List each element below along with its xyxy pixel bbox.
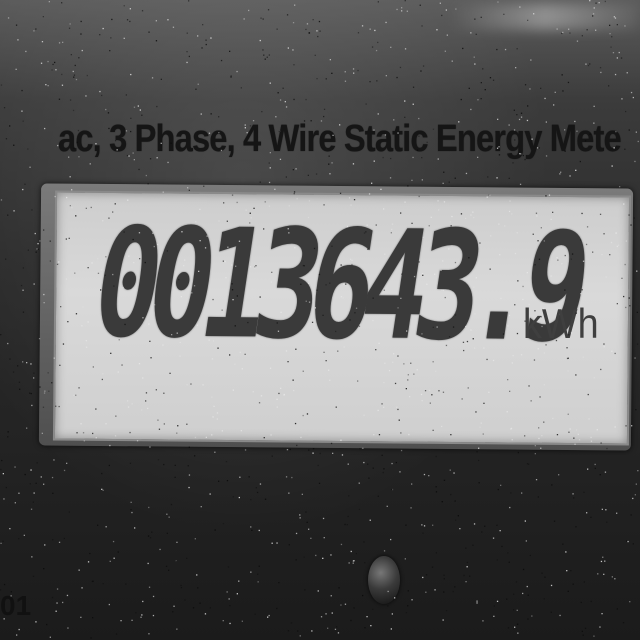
meter-label: ac, 3 Phase, 4 Wire Static Energy Mete xyxy=(58,118,622,160)
reading-wrap: 0013643.9 xyxy=(83,197,590,375)
bottom-left-text: 01 xyxy=(0,590,32,621)
glare xyxy=(0,0,640,100)
screw xyxy=(368,556,400,604)
unit-label: kWh xyxy=(523,300,599,347)
meter-reading: 0013643.9 xyxy=(83,196,591,376)
